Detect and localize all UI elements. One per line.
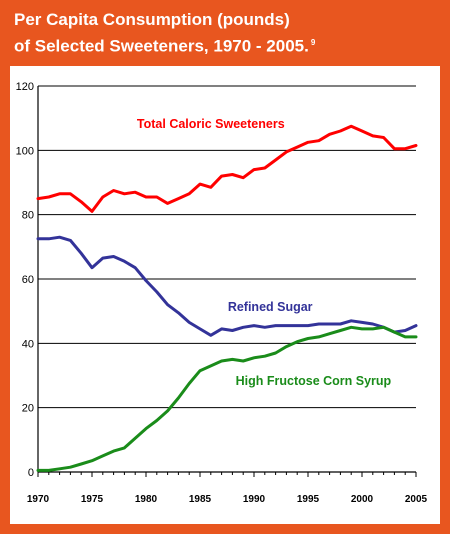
y-tick-label-60: 60 (22, 274, 34, 286)
series-line-total-caloric-sweeteners (36, 124, 418, 213)
chart-title: Per Capita Consumption (pounds) of Selec… (14, 8, 444, 58)
x-tick-label-1970: 1970 (27, 494, 50, 505)
y-tick-label-120: 120 (16, 81, 34, 93)
footnote-marker: 9 (310, 38, 316, 47)
y-tick-label-40: 40 (22, 338, 34, 350)
x-tick-label-1980: 1980 (135, 494, 158, 505)
line-chart: 0 20 40 60 80 100 120 1970 1975 1980 1985 1990 1995 2… (16, 81, 428, 505)
chart-panel: 0 20 40 60 80 100 120 1970 1975 1980 1985 1990 1995 2… (10, 66, 440, 524)
y-tick-label-0: 0 (28, 467, 34, 479)
series-label-high-fructose-corn-syrup: High Fructose Corn Syrup (236, 374, 392, 388)
series-line-high-fructose-corn-syrup (36, 325, 418, 472)
series-label-total-caloric-sweeteners: Total Caloric Sweeteners (137, 117, 285, 131)
y-tick-label-100: 100 (16, 145, 34, 157)
x-tick-label-2000: 2000 (351, 494, 374, 505)
x-tick-label-1995: 1995 (297, 494, 320, 505)
x-tick-label-1975: 1975 (81, 494, 104, 505)
y-tick-label-20: 20 (22, 403, 34, 415)
series-line-refined-sugar (36, 235, 418, 337)
chart-title-line1: Per Capita Consumption (pounds) (14, 10, 290, 29)
series-label-refined-sugar: Refined Sugar (228, 300, 313, 314)
y-tick-label-80: 80 (22, 210, 34, 222)
x-tick-label-1985: 1985 (189, 494, 212, 505)
x-tick-label-2005: 2005 (405, 494, 428, 505)
x-tick-label-1990: 1990 (243, 494, 266, 505)
chart-title-line2-wrap: of Selected Sweeteners, 1970 - 2005. 9 (14, 31, 444, 58)
chart-title-line2: of Selected Sweeteners, 1970 - 2005. (14, 36, 309, 56)
